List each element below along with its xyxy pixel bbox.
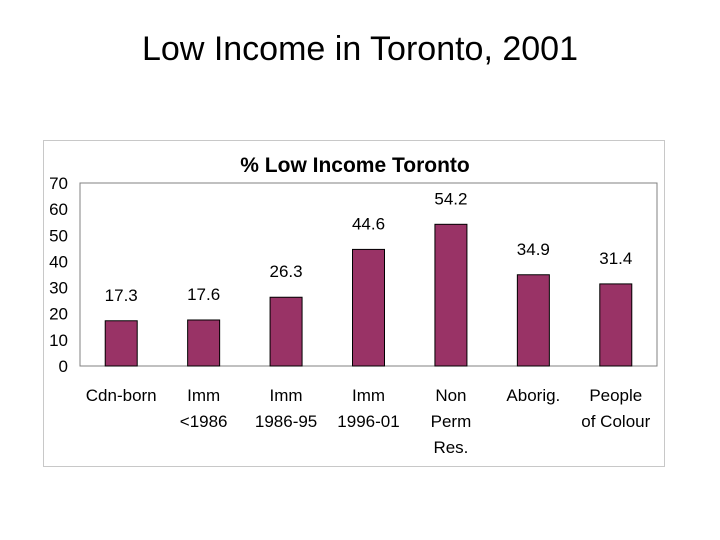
bar — [516, 274, 550, 367]
category-label: Imm <1986 — [180, 386, 228, 431]
data-label: 17.6 — [187, 285, 220, 304]
data-label: 54.2 — [434, 189, 467, 208]
category-label: Imm 1996-01 — [337, 386, 399, 431]
data-label: 17.3 — [105, 286, 138, 305]
y-axis: 0 10 20 30 40 50 60 70 — [49, 174, 68, 376]
y-tick-label: 20 — [49, 305, 68, 324]
bars — [104, 223, 633, 367]
bar — [599, 283, 633, 367]
data-label: 44.6 — [352, 214, 385, 233]
bar — [187, 319, 221, 367]
data-label: 26.3 — [270, 262, 303, 281]
chart-title: % Low Income Toronto — [240, 154, 469, 177]
category-label: Cdn-born — [86, 386, 157, 405]
data-label: 31.4 — [599, 249, 632, 268]
y-tick-label: 30 — [49, 279, 68, 298]
slide-title: Low Income in Toronto, 2001 — [142, 30, 578, 68]
category-label: Aborig. — [506, 386, 560, 405]
category-label: Imm 1986-95 — [255, 386, 317, 431]
data-label: 34.9 — [517, 240, 550, 259]
bar — [269, 296, 303, 367]
y-tick-label: 10 — [49, 331, 68, 350]
category-label: People of Colour — [581, 386, 650, 431]
category-label: Non Perm Res. — [431, 386, 472, 457]
y-tick-label: 40 — [49, 252, 68, 271]
x-axis: Cdn-born Imm <1986 Imm 1986-95 Imm 1996-01 Non P… — [86, 386, 651, 457]
y-tick-label: 0 — [59, 357, 68, 376]
bar — [104, 320, 138, 367]
y-tick-label: 50 — [49, 226, 68, 245]
data-labels: 17.3 17.6 26.3 44.6 54.2 34.9 31.4 — [105, 189, 633, 304]
y-tick-label: 60 — [49, 200, 68, 219]
bar — [352, 248, 385, 367]
bar — [434, 223, 468, 367]
y-tick-label: 70 — [49, 174, 68, 193]
